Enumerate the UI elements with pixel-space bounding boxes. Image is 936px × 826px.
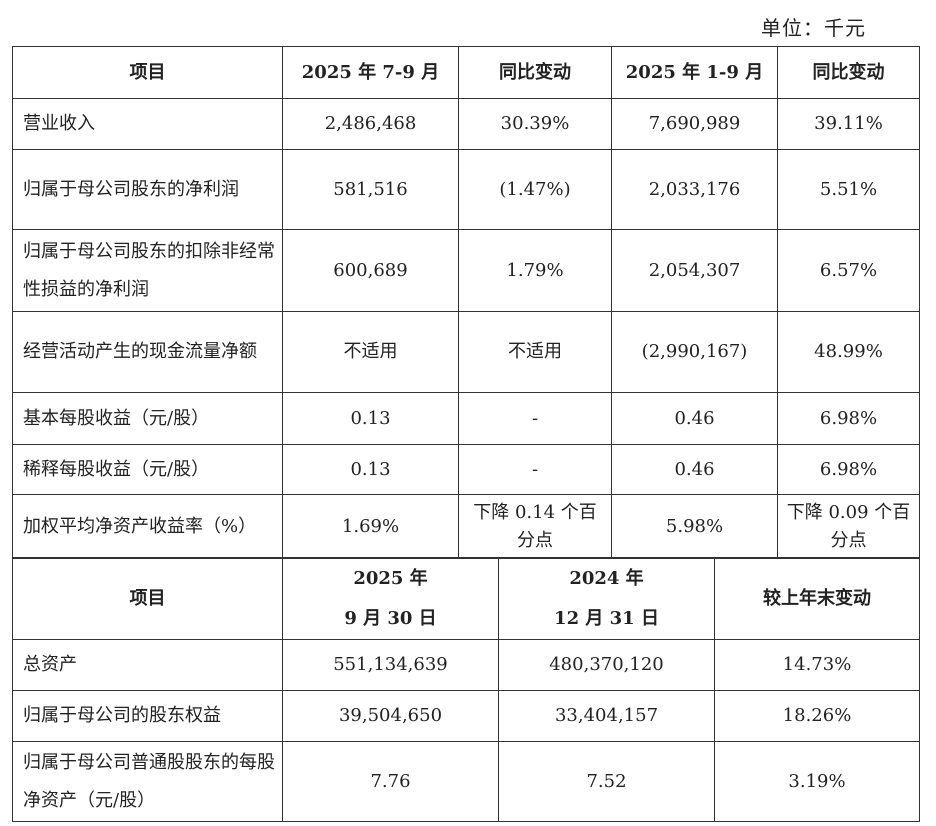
unit-label: 单位：千元 xyxy=(761,16,866,40)
cell-ytd: 0.46 xyxy=(611,444,778,495)
cell-q3-yoy: 不适用 xyxy=(458,311,612,393)
cell-2025: 551,134,639 xyxy=(282,639,499,691)
cell-2024: 480,370,120 xyxy=(498,639,715,691)
row-label: 稀释每股收益（元/股） xyxy=(12,444,283,495)
header-q3: 2025 年 7-9 月 xyxy=(282,46,459,99)
header-year: 2025 年 xyxy=(353,567,428,589)
row-label: 总资产 xyxy=(12,639,283,691)
header-date-2024: 2024 年 12 月 31 日 xyxy=(498,557,715,640)
row-label: 归属于母公司股东的扣除非经常性损益的净利润 xyxy=(12,229,283,312)
cell-change: 14.73% xyxy=(714,639,920,691)
cell-ytd: 2,054,307 xyxy=(611,229,778,312)
row-label: 营业收入 xyxy=(12,98,283,150)
cell-ytd: 0.46 xyxy=(611,392,778,445)
cell-2024: 7.52 xyxy=(498,741,715,822)
header-date-2025: 2025 年 9 月 30 日 xyxy=(282,557,499,640)
cell-ytd-yoy: 39.11% xyxy=(777,98,920,150)
row-label: 基本每股收益（元/股） xyxy=(12,392,283,445)
cell-ytd-yoy: 6.57% xyxy=(777,229,920,312)
cell-q3: 不适用 xyxy=(282,311,459,393)
table-row: 稀释每股收益（元/股） 0.13 - 0.46 6.98% xyxy=(12,444,920,495)
header-date: 12 月 31 日 xyxy=(554,607,659,629)
table-row: 总资产 551,134,639 480,370,120 14.73% xyxy=(12,639,920,691)
table-row: 加权平均净资产收益率（%） 1.69% 下降 0.14 个百分点 5.98% 下… xyxy=(12,494,920,559)
cell-ytd: 5.98% xyxy=(611,494,778,559)
cell-q3: 2,486,468 xyxy=(282,98,459,150)
cell-q3: 0.13 xyxy=(282,392,459,445)
table-row: 归属于母公司股东的扣除非经常性损益的净利润 600,689 1.79% 2,05… xyxy=(12,229,920,312)
cell-q3-yoy: 1.79% xyxy=(458,229,612,312)
header-date: 9 月 30 日 xyxy=(344,607,437,629)
table-header-row: 项目 2025 年 9 月 30 日 2024 年 12 月 31 日 较上年末… xyxy=(12,557,920,640)
table-row: 经营活动产生的现金流量净额 不适用 不适用 (2,990,167) 48.99% xyxy=(12,311,920,393)
cell-ytd: 2,033,176 xyxy=(611,149,778,230)
cell-q3-yoy: 30.39% xyxy=(458,98,612,150)
row-label: 归属于母公司股东的净利润 xyxy=(12,149,283,230)
header-q3-yoy: 同比变动 xyxy=(458,46,612,99)
cell-q3: 1.69% xyxy=(282,494,459,559)
row-label: 归属于母公司的股东权益 xyxy=(12,690,283,742)
cell-q3-yoy: - xyxy=(458,392,612,445)
cell-ytd: (2,990,167) xyxy=(611,311,778,393)
cell-q3: 0.13 xyxy=(282,444,459,495)
cell-change: 3.19% xyxy=(714,741,920,822)
row-label: 归属于母公司普通股股东的每股净资产（元/股） xyxy=(12,741,283,822)
row-label: 经营活动产生的现金流量净额 xyxy=(12,311,283,393)
header-ytd: 2025 年 1-9 月 xyxy=(611,46,778,99)
cell-2024: 33,404,157 xyxy=(498,690,715,742)
cell-2025: 7.76 xyxy=(282,741,499,822)
cell-ytd-yoy: 6.98% xyxy=(777,444,920,495)
cell-q3-yoy: - xyxy=(458,444,612,495)
table-row: 归属于母公司股东的净利润 581,516 (1.47%) 2,033,176 5… xyxy=(12,149,920,230)
row-label: 加权平均净资产收益率（%） xyxy=(12,494,283,559)
table-row: 营业收入 2,486,468 30.39% 7,690,989 39.11% xyxy=(12,98,920,150)
header-change: 较上年末变动 xyxy=(714,557,920,640)
cell-change: 18.26% xyxy=(714,690,920,742)
table-row: 基本每股收益（元/股） 0.13 - 0.46 6.98% xyxy=(12,392,920,445)
balance-sheet-table: 项目 2025 年 9 月 30 日 2024 年 12 月 31 日 较上年末… xyxy=(12,557,920,822)
cell-ytd-yoy: 48.99% xyxy=(777,311,920,393)
table-row: 归属于母公司的股东权益 39,504,650 33,404,157 18.26% xyxy=(12,690,920,742)
cell-ytd-yoy: 6.98% xyxy=(777,392,920,445)
cell-ytd-yoy: 5.51% xyxy=(777,149,920,230)
header-item: 项目 xyxy=(12,46,283,99)
cell-q3-yoy: 下降 0.14 个百分点 xyxy=(458,494,612,559)
quarterly-financials-table: 项目 2025 年 7-9 月 同比变动 2025 年 1-9 月 同比变动 营… xyxy=(12,46,920,559)
cell-ytd-yoy: 下降 0.09 个百分点 xyxy=(777,494,920,559)
cell-q3: 600,689 xyxy=(282,229,459,312)
cell-q3: 581,516 xyxy=(282,149,459,230)
header-ytd-yoy: 同比变动 xyxy=(777,46,920,99)
cell-ytd: 7,690,989 xyxy=(611,98,778,150)
header-item: 项目 xyxy=(12,557,283,640)
header-year: 2024 年 xyxy=(569,567,644,589)
cell-q3-yoy: (1.47%) xyxy=(458,149,612,230)
table-header-row: 项目 2025 年 7-9 月 同比变动 2025 年 1-9 月 同比变动 xyxy=(12,46,920,99)
cell-2025: 39,504,650 xyxy=(282,690,499,742)
table-row: 归属于母公司普通股股东的每股净资产（元/股） 7.76 7.52 3.19% xyxy=(12,741,920,822)
